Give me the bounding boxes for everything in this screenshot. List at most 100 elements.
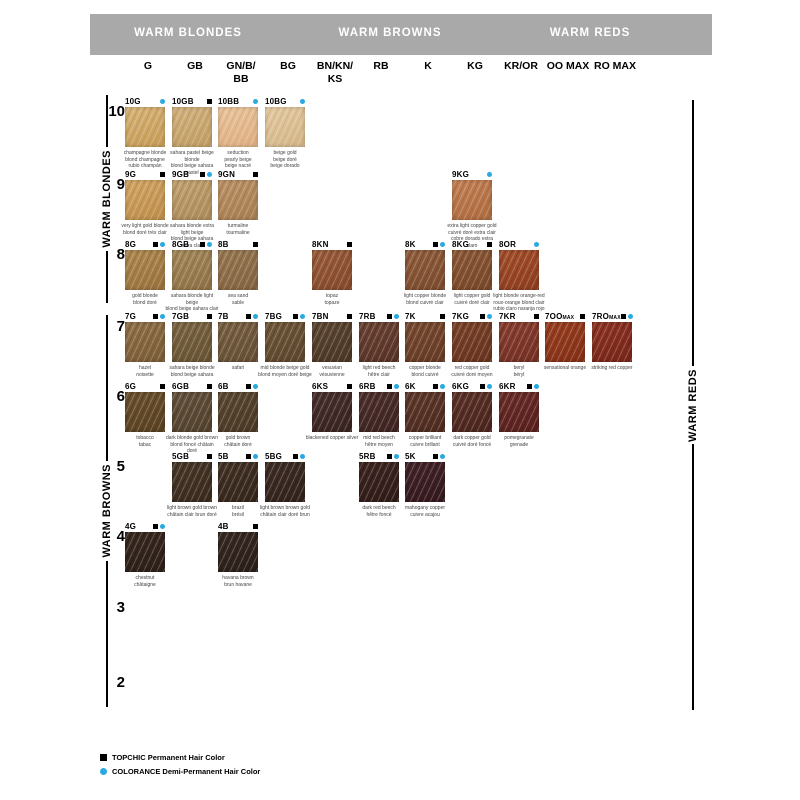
swatch-header: 9KG	[452, 170, 492, 179]
swatch-code: 6RB	[359, 382, 376, 391]
swatch-cell-9g: 9G very light gold blonde blond doré trè…	[121, 170, 169, 236]
swatch-markers	[433, 454, 445, 459]
group-line	[692, 100, 694, 366]
swatch-header: 7RB	[359, 312, 399, 321]
swatch-description: seduction pearly beige beige nacré	[224, 150, 252, 169]
colorance-marker-icon	[394, 314, 399, 319]
swatch-markers	[246, 454, 258, 459]
swatch-markers	[433, 384, 445, 389]
topchic-marker-icon	[246, 454, 251, 459]
topchic-marker-icon	[153, 314, 158, 319]
swatch-description: copper brilliant cuivre brillant	[408, 435, 442, 448]
swatch-code: 8B	[218, 240, 229, 249]
swatch-cell-7k: 7K copper blonde blond cuivré	[405, 312, 449, 378]
swatch-code: 7KG	[452, 312, 470, 321]
column-header-k: K	[424, 60, 432, 72]
topchic-marker-icon	[347, 384, 352, 389]
swatch-description: sahara beige blonde blond beige sahara	[169, 365, 215, 378]
swatch-header: 8OR	[499, 240, 539, 249]
swatch-markers	[387, 314, 399, 319]
swatch-markers	[200, 242, 212, 247]
swatch-cell-10bg: 10BG beige gold beige doré beige dorado	[265, 97, 309, 170]
hair-swatch-image	[359, 322, 399, 362]
level-label-3: 3	[116, 599, 125, 616]
swatch-description: topaz topaze	[324, 293, 340, 306]
swatch-markers	[620, 314, 633, 319]
hair-swatch-image	[218, 250, 258, 290]
section-label-warm-browns: WARM BROWNS	[338, 27, 442, 39]
hair-swatch-image	[125, 392, 165, 432]
swatch-description: hazel noisette	[136, 365, 154, 378]
swatch-header: 4G	[125, 522, 165, 531]
hair-swatch-image	[405, 462, 445, 502]
hair-swatch-image	[359, 462, 399, 502]
topchic-marker-icon	[293, 454, 298, 459]
hair-swatch-image	[359, 392, 399, 432]
column-header-gnbbb: GN/B/ BB	[226, 60, 256, 86]
swatch-description: red copper gold cuivré doré moyen	[451, 365, 493, 378]
swatch-description: safari	[231, 365, 245, 371]
hair-swatch-image	[312, 322, 352, 362]
swatch-header: 7OOMAX	[545, 312, 585, 321]
swatch-description: chestnut châtaigne	[134, 575, 156, 588]
topchic-marker-icon	[433, 384, 438, 389]
swatch-code: 9GN	[218, 170, 236, 179]
swatch-markers	[534, 314, 539, 319]
swatch-header: 9GB	[172, 170, 212, 179]
swatch-markers	[207, 99, 212, 104]
level-label-7: 7	[116, 318, 125, 335]
swatch-markers	[246, 384, 258, 389]
swatch-header: 8K	[405, 240, 445, 249]
swatch-code: 9KG	[452, 170, 470, 179]
colorance-marker-icon	[253, 454, 258, 459]
swatch-markers	[433, 242, 445, 247]
topchic-marker-icon	[246, 384, 251, 389]
hair-swatch-image	[125, 180, 165, 220]
swatch-cell-7kg: 7KG red copper gold cuivré doré moyen	[451, 312, 496, 378]
swatch-header: 6KS	[312, 382, 352, 391]
colorance-marker-icon	[487, 172, 492, 177]
colorance-marker-icon	[534, 242, 539, 247]
topchic-marker-icon	[207, 99, 212, 104]
swatch-code: 7B	[218, 312, 229, 321]
swatch-description: brazil brésil	[232, 505, 244, 518]
hair-swatch-image	[592, 322, 632, 362]
swatch-cell-6b: 6B gold brown châtain doré	[218, 382, 262, 448]
colorance-marker-icon	[207, 172, 212, 177]
topchic-marker-icon	[293, 314, 298, 319]
column-header-g: G	[143, 60, 153, 72]
legend-row-topchic: TOPCHIC Permanent Hair Color	[100, 753, 260, 762]
swatch-cell-10bb: 10BB seduction pearly beige beige nacré	[218, 97, 262, 170]
swatch-markers	[387, 384, 399, 389]
swatch-cell-8or: 8OR light blonde orange-red roux-orange …	[493, 240, 544, 313]
swatch-code: 8GB	[172, 240, 190, 249]
swatch-code: 6B	[218, 382, 229, 391]
hair-swatch-image	[125, 322, 165, 362]
swatch-markers	[487, 172, 492, 177]
swatch-markers	[347, 384, 352, 389]
colorance-marker-icon	[487, 314, 492, 319]
hair-swatch-image	[125, 107, 165, 147]
swatch-cell-7g: 7G hazel noisette	[125, 312, 169, 378]
swatch-description: mid red beech hêtre moyen	[363, 435, 395, 448]
swatch-header: 8KG	[452, 240, 492, 249]
swatch-header: 5K	[405, 452, 445, 461]
swatch-cell-6k: 6K copper brilliant cuivre brillant	[405, 382, 449, 448]
topchic-marker-icon	[387, 454, 392, 459]
swatch-cell-8b: 8B sea sand sable	[218, 240, 262, 306]
colorance-marker-icon	[300, 454, 305, 459]
section-label-warm-blondes: WARM BLONDES	[134, 27, 242, 39]
swatch-markers	[300, 99, 305, 104]
legend: TOPCHIC Permanent Hair Color COLORANCE D…	[100, 753, 260, 781]
swatch-markers	[160, 172, 165, 177]
swatch-header: 5BG	[265, 452, 305, 461]
swatch-description: extra light copper gold cuivré doré extr…	[447, 223, 497, 249]
topchic-marker-icon	[433, 454, 438, 459]
level-label-5: 5	[116, 458, 125, 475]
swatch-code: 8K	[405, 240, 416, 249]
hair-swatch-image	[172, 107, 212, 147]
swatch-markers	[580, 314, 585, 319]
swatch-header: 5RB	[359, 452, 399, 461]
swatch-code: 7ROMAX	[592, 312, 621, 321]
swatch-markers	[207, 454, 212, 459]
